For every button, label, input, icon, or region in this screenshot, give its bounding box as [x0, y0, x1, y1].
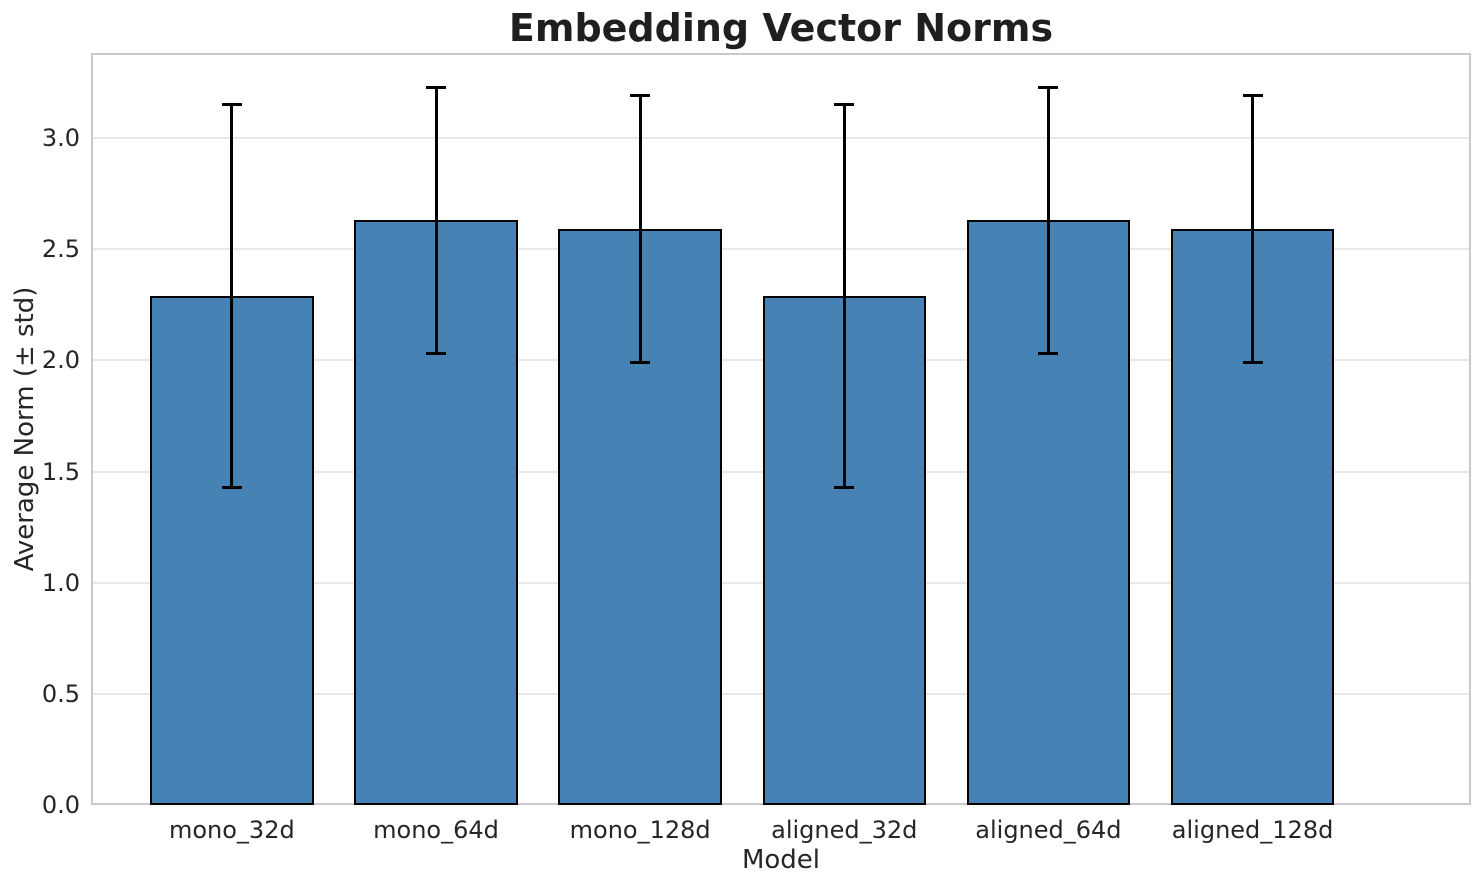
y-tick-label: 2.5 [41, 235, 80, 264]
error-bar-cap [1038, 352, 1059, 356]
error-bar-cap [1038, 85, 1059, 89]
error-bar-line [842, 104, 846, 488]
gridline [93, 248, 1469, 251]
error-bar-line [434, 87, 438, 354]
error-bar-cap [221, 103, 242, 107]
y-tick-label: 3.0 [41, 124, 80, 153]
x-tick-label-mono_128d: mono_128d [569, 816, 711, 844]
error-bar-cap [1242, 94, 1263, 98]
y-tick-label: 0.5 [41, 679, 80, 708]
y-axis-label: Average Norm (± std) [10, 286, 40, 572]
error-bar-cap [1242, 361, 1263, 365]
gridline [93, 137, 1469, 140]
y-tick-label: 0.0 [41, 791, 80, 819]
y-tick-label: 1.5 [41, 457, 80, 486]
error-bar-cap [221, 485, 242, 489]
error-bar-line [1251, 95, 1255, 363]
chart-title: Embedding Vector Norms [508, 6, 1054, 50]
error-bar-cap [426, 85, 446, 89]
x-axis-label: Model [741, 845, 821, 875]
x-tick-label-aligned_128d: aligned_128d [1171, 816, 1334, 844]
x-tick-label-aligned_32d: aligned_32d [771, 816, 918, 844]
x-tick-label-mono_32d: mono_32d [168, 816, 295, 844]
error-bar-line [638, 95, 642, 363]
error-bar-cap [426, 352, 446, 356]
error-bar-cap [834, 103, 855, 107]
error-bar-line [230, 104, 234, 488]
bar-mono_32d [150, 295, 314, 805]
error-bar-cap [630, 94, 651, 98]
error-bar-line [1046, 87, 1050, 354]
x-tick-label-aligned_64d: aligned_64d [975, 816, 1122, 844]
error-bar-cap [834, 485, 855, 489]
y-tick-label: 1.0 [41, 568, 80, 597]
error-bar-cap [630, 361, 651, 365]
x-tick-label-mono_64d: mono_64d [373, 816, 499, 844]
y-tick-label: 2.0 [41, 346, 80, 375]
